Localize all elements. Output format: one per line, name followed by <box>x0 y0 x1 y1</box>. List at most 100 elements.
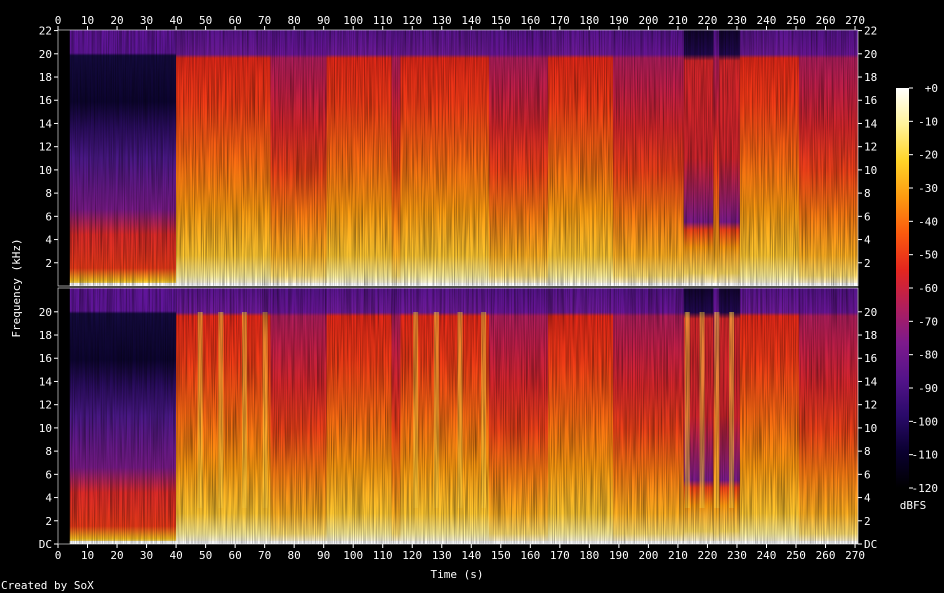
colorbar-tick-label: -50 <box>918 249 938 262</box>
x-tick-label-top: 110 <box>373 14 393 27</box>
x-tick-label: 240 <box>757 549 777 562</box>
y-tick-label: 16 <box>39 94 52 107</box>
x-tick-label-top: 60 <box>228 14 241 27</box>
y-tick-label: 10 <box>39 422 52 435</box>
colorbar-tick-label: -30 <box>918 182 938 195</box>
y-tick-label-right: 22 <box>864 25 877 38</box>
x-tick-label-top: 200 <box>638 14 658 27</box>
colorbar-label: dBFS <box>900 499 927 512</box>
y-tick-label: 12 <box>39 141 52 154</box>
y-tick-label-right: 16 <box>864 94 877 107</box>
x-tick-label: 210 <box>668 549 688 562</box>
colorbar-tick-label: -120 <box>912 482 939 495</box>
y-tick-label-right: 6 <box>864 210 871 223</box>
x-tick-label: 130 <box>432 549 452 562</box>
x-tick-label: 250 <box>786 549 806 562</box>
x-tick-label-top: 220 <box>698 14 718 27</box>
x-tick-label-top: 20 <box>110 14 123 27</box>
x-tick-label: 100 <box>343 549 363 562</box>
x-tick-label: 150 <box>491 549 511 562</box>
plot-frame <box>57 287 859 545</box>
colorbar: +0 -10 -20 -30 -40 -50 -60 -70 -80 -90 -100 -110 -12… <box>896 82 938 495</box>
x-tick-label-top: 50 <box>199 14 212 27</box>
x-tick-label: 10 <box>81 549 94 562</box>
y-tick-label: 6 <box>45 210 52 223</box>
colorbar-tick-label: +0 <box>925 82 938 95</box>
y-tick-label: 2 <box>45 515 52 528</box>
x-tick-label: 260 <box>816 549 836 562</box>
x-tick-label-top: 40 <box>169 14 182 27</box>
x-tick-label: 90 <box>317 549 330 562</box>
colorbar-tick-label: -80 <box>918 349 938 362</box>
colorbar-tick-label: -20 <box>918 149 938 162</box>
y-tick-label: 6 <box>45 468 52 481</box>
y-tick-label-right: 16 <box>864 352 877 365</box>
texture-top <box>58 30 858 286</box>
x-tick-label-top: 100 <box>343 14 363 27</box>
x-tick-label-top: 260 <box>816 14 836 27</box>
y-tick-label-right: 2 <box>864 257 871 270</box>
x-tick-label-top: 160 <box>520 14 540 27</box>
colorbar-tick-label: -90 <box>918 382 938 395</box>
y-tick-label-right: DC <box>864 538 877 551</box>
y-tick-label-right: 10 <box>864 422 877 435</box>
y-tick-label-right: 14 <box>864 375 878 388</box>
x-tick-label: 110 <box>373 549 393 562</box>
x-tick-label-top: 140 <box>461 14 481 27</box>
x-tick-label-top: 70 <box>258 14 271 27</box>
x-tick-label-top: 10 <box>81 14 94 27</box>
x-tick-label: 220 <box>698 549 718 562</box>
y-tick-label: 2 <box>45 257 52 270</box>
y-tick-label-right: 2 <box>864 515 871 528</box>
x-tick-label: 270 <box>845 549 865 562</box>
y-tick-label-right: 6 <box>864 468 871 481</box>
y-tick-label-right: 18 <box>864 71 877 84</box>
x-axis-label: Time (s) <box>431 568 484 581</box>
y-tick-label: 20 <box>39 306 52 319</box>
x-tick-label-top: 0 <box>55 14 62 27</box>
x-tick-label-top: 240 <box>757 14 777 27</box>
x-tick-label-top: 210 <box>668 14 688 27</box>
x-tick-label: 80 <box>288 549 301 562</box>
x-tick-label-top: 230 <box>727 14 747 27</box>
x-tick-label: 190 <box>609 549 629 562</box>
y-tick-label-right: 20 <box>864 48 877 61</box>
x-tick-label: 30 <box>140 549 153 562</box>
x-tick-label: 160 <box>520 549 540 562</box>
x-tick-label: 0 <box>55 549 62 562</box>
y-tick-label-right: 8 <box>864 445 871 458</box>
x-tick-label: 230 <box>727 549 747 562</box>
y-tick-label-right: 20 <box>864 306 877 319</box>
colorbar-tick-label: -10 <box>918 115 938 128</box>
y-axis-label: Frequency (kHz) <box>10 238 23 337</box>
y-tick-label: 8 <box>45 187 52 200</box>
x-tick-label-top: 190 <box>609 14 629 27</box>
y-tick-label: 8 <box>45 445 52 458</box>
y-tick-label: 14 <box>39 117 53 130</box>
colorbar-tick-label: -110 <box>912 449 939 462</box>
y-tick-label-right: 14 <box>864 117 878 130</box>
x-tick-label: 50 <box>199 549 212 562</box>
y-tick-label-right: 4 <box>864 492 871 505</box>
x-tick-label: 180 <box>579 549 599 562</box>
y-tick-label-right: 18 <box>864 329 877 342</box>
texture-bottom <box>58 288 858 544</box>
y-tick-label: 22 <box>39 25 52 38</box>
y-tick-label: 14 <box>39 375 53 388</box>
y-tick-label: 20 <box>39 48 52 61</box>
x-tick-label: 140 <box>461 549 481 562</box>
y-tick-label: 4 <box>45 492 52 505</box>
x-tick-label: 170 <box>550 549 570 562</box>
x-tick-label: 60 <box>228 549 241 562</box>
footer-credit: Created by SoX <box>1 579 94 592</box>
y-tick-label-right: 12 <box>864 141 877 154</box>
colorbar-tick-label: -40 <box>918 215 938 228</box>
x-tick-label-top: 30 <box>140 14 153 27</box>
y-tick-label: 12 <box>39 399 52 412</box>
y-tick-label: 18 <box>39 329 52 342</box>
x-tick-label-top: 90 <box>317 14 330 27</box>
colorbar-tick-label: -70 <box>918 315 938 328</box>
x-tick-label-top: 250 <box>786 14 806 27</box>
x-tick-label-top: 170 <box>550 14 570 27</box>
